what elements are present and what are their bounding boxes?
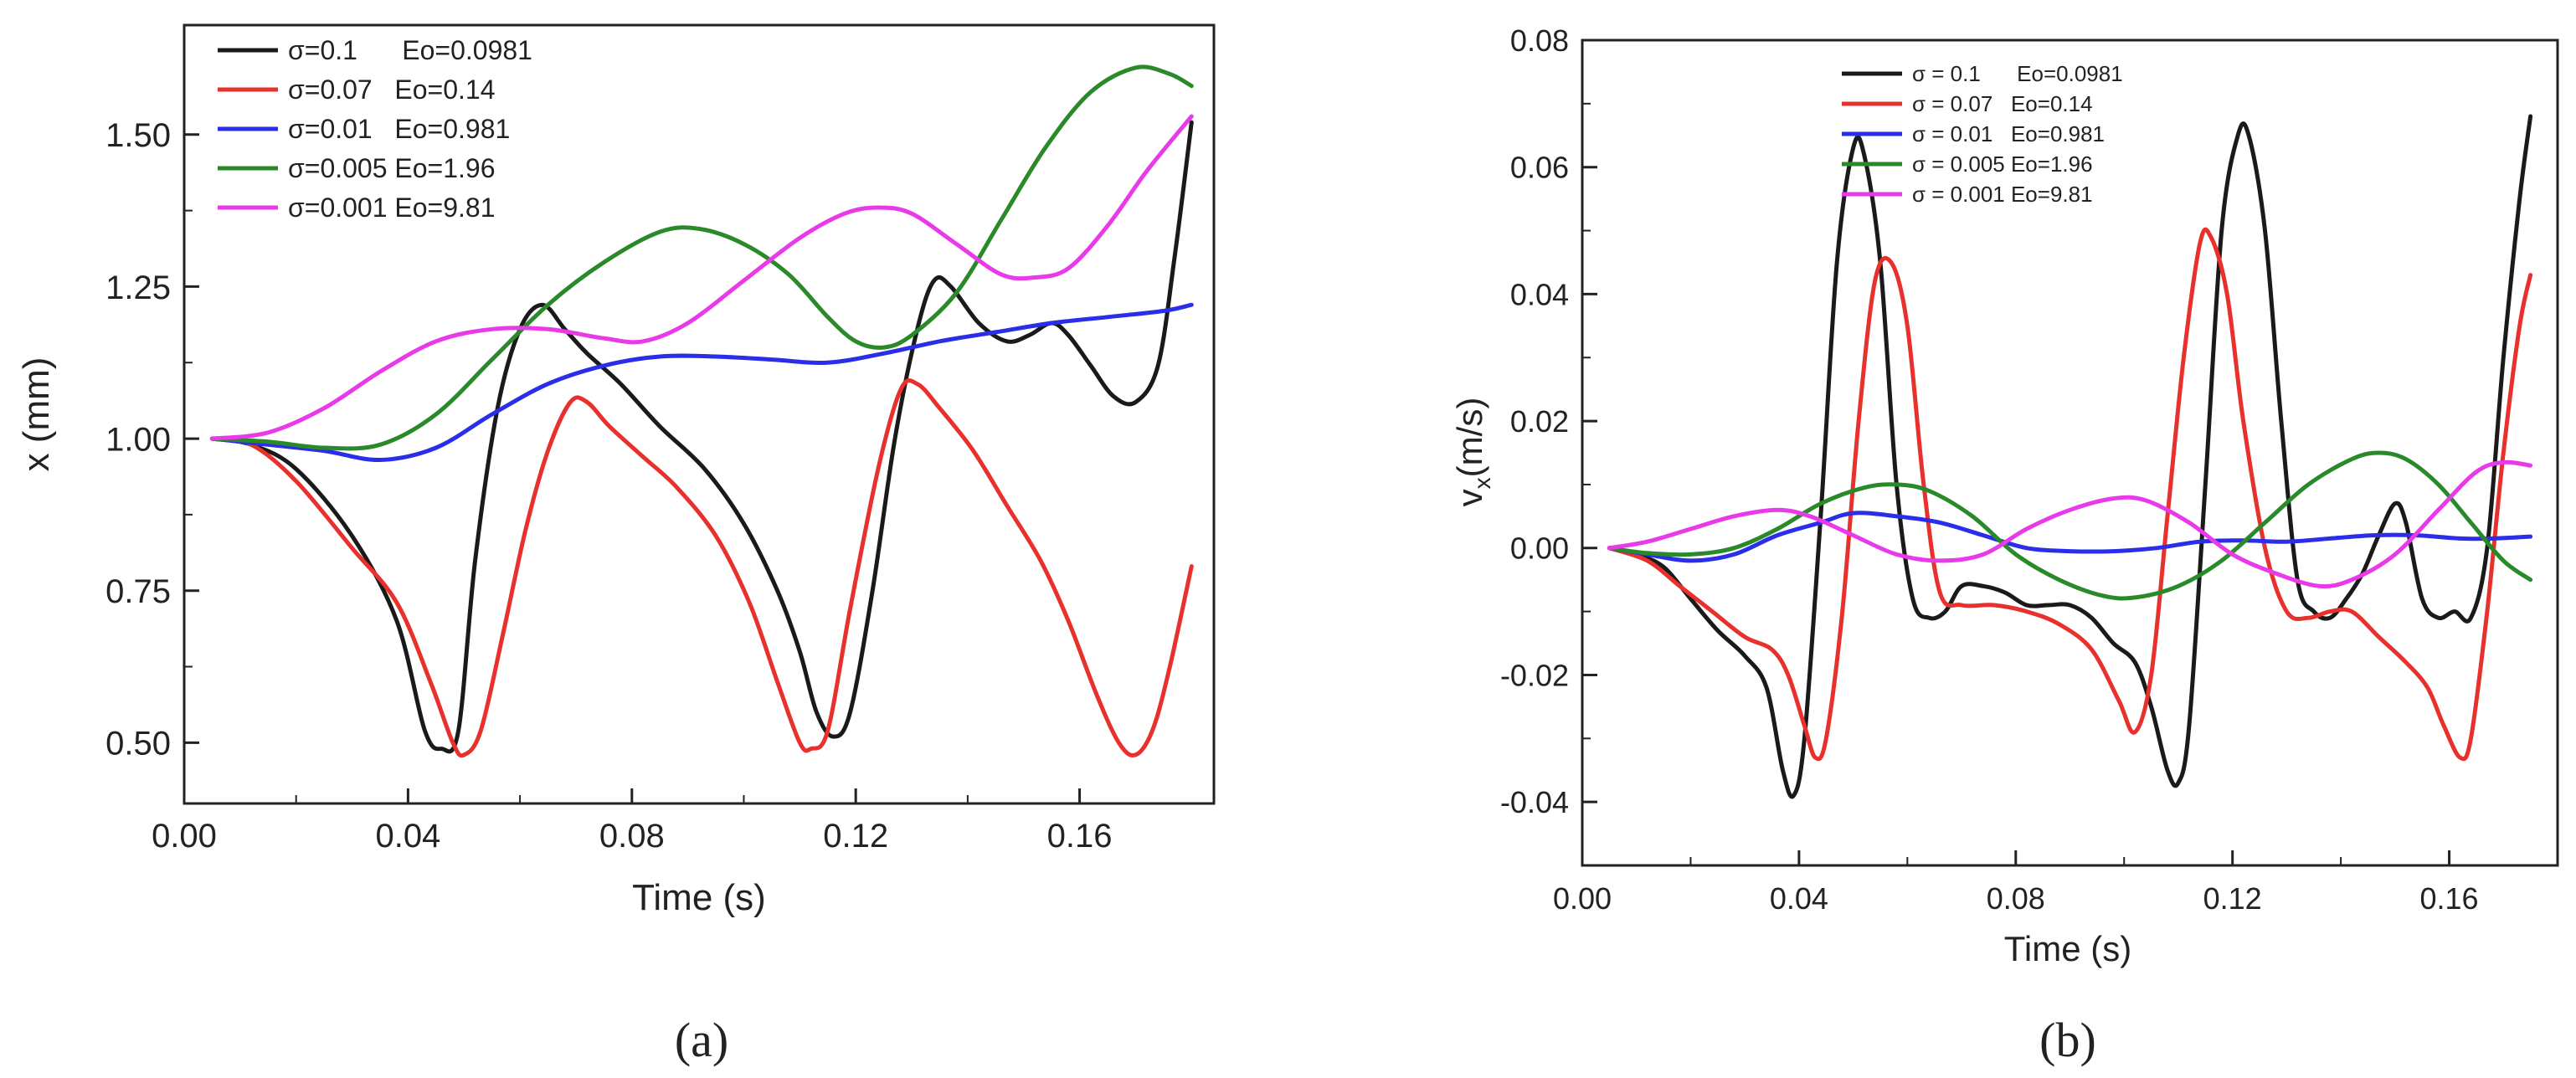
- x-tick-label: 0.08: [599, 818, 665, 855]
- y-tick-label: 0.02: [1510, 404, 1569, 439]
- series-line: [209, 378, 1194, 758]
- series-line: [1607, 450, 2533, 601]
- panel-label-a: (a): [675, 1013, 728, 1067]
- chart-panel-b: 0.00 0.04 0.08 0.12 0.16 -0.04 -0.02 0.00 0.02 0.…: [1450, 23, 2559, 1067]
- legend-label: σ = 0.07 Eo=0.14: [1912, 91, 2093, 116]
- x-tick-label: 0.12: [823, 818, 888, 855]
- x-tick-label: 0.08: [1987, 881, 2045, 916]
- y-axis-label-main: v: [1450, 489, 1489, 506]
- y-tick-label: 0.08: [1510, 23, 1569, 58]
- chart-panel-a: 0.00 0.04 0.08 0.12 0.16 0.50 0.75 1.00 1.25 1.50…: [16, 23, 1216, 1067]
- plot-frame: [1581, 38, 2559, 867]
- legend-label: σ=0.01 Eo=0.981: [288, 114, 510, 144]
- y-tick-label: -0.04: [1500, 785, 1569, 819]
- y-axis-label: vx(m/s): [1450, 398, 1495, 507]
- legend-label: σ=0.07 Eo=0.14: [288, 74, 496, 105]
- y-axis-label-subscript: x: [1469, 477, 1495, 489]
- legend-label: σ = 0.001 Eo=9.81: [1912, 182, 2093, 207]
- series-line: [209, 114, 1194, 441]
- y-axis-label: x (mm): [16, 357, 57, 472]
- y-tick-label: 0.75: [105, 573, 171, 610]
- legend-label: σ = 0.005 Eo=1.96: [1912, 151, 2093, 177]
- legend-label: σ = 0.1 Eo=0.0981: [1912, 61, 2123, 86]
- legend-label: σ=0.1 Eo=0.0981: [288, 35, 532, 65]
- y-tick-label: -0.02: [1500, 658, 1569, 692]
- plot-frame: [183, 23, 1216, 805]
- legend: σ=0.1 Eo=0.0981 σ=0.07 Eo=0.14 σ=0.01 Eo=0…: [218, 35, 532, 223]
- series-line: [209, 120, 1194, 754]
- y-tick-label: 0.50: [105, 726, 171, 762]
- x-tick-label: 0.00: [1553, 881, 1612, 916]
- x-tick-label: 0.16: [1047, 818, 1113, 855]
- x-tick-label: 0.00: [152, 818, 217, 855]
- legend-label: σ=0.001 Eo=9.81: [288, 192, 496, 223]
- y-tick-label: 0.04: [1510, 277, 1569, 311]
- y-axis-label-units: (m/s): [1450, 398, 1489, 478]
- series-line: [1607, 114, 2533, 799]
- legend-label: σ = 0.01 Eo=0.981: [1912, 121, 2105, 146]
- axis-ticks: 0.00 0.04 0.08 0.12 0.16 -0.04 -0.02 0.00 0.02 0.…: [1500, 23, 2479, 916]
- x-tick-label: 0.04: [1770, 881, 1828, 916]
- panel-label-b: (b): [2039, 1013, 2096, 1067]
- series-group: [1607, 114, 2533, 799]
- y-tick-label: 1.00: [105, 421, 171, 458]
- x-axis-label: Time (s): [632, 877, 766, 918]
- y-tick-label: 0.00: [1510, 531, 1569, 566]
- y-tick-label: 1.50: [105, 117, 171, 154]
- legend-label: σ=0.005 Eo=1.96: [288, 153, 496, 183]
- series-group: [209, 64, 1194, 758]
- x-tick-label: 0.12: [2203, 881, 2262, 916]
- series-line: [209, 64, 1194, 451]
- x-tick-label: 0.16: [2420, 881, 2479, 916]
- legend: σ = 0.1 Eo=0.0981 σ = 0.07 Eo=0.14 σ = 0.0…: [1842, 61, 2123, 207]
- series-line: [1607, 459, 2533, 589]
- axis-ticks: 0.00 0.04 0.08 0.12 0.16 0.50 0.75 1.00 1.25 1.50: [105, 117, 1112, 855]
- x-tick-label: 0.04: [375, 818, 440, 855]
- y-tick-label: 1.25: [105, 270, 171, 306]
- series-line: [209, 302, 1194, 463]
- series-line: [1607, 511, 2533, 563]
- series-line: [1607, 227, 2533, 762]
- x-axis-label: Time (s): [2004, 929, 2131, 968]
- y-tick-label: 0.06: [1510, 151, 1569, 185]
